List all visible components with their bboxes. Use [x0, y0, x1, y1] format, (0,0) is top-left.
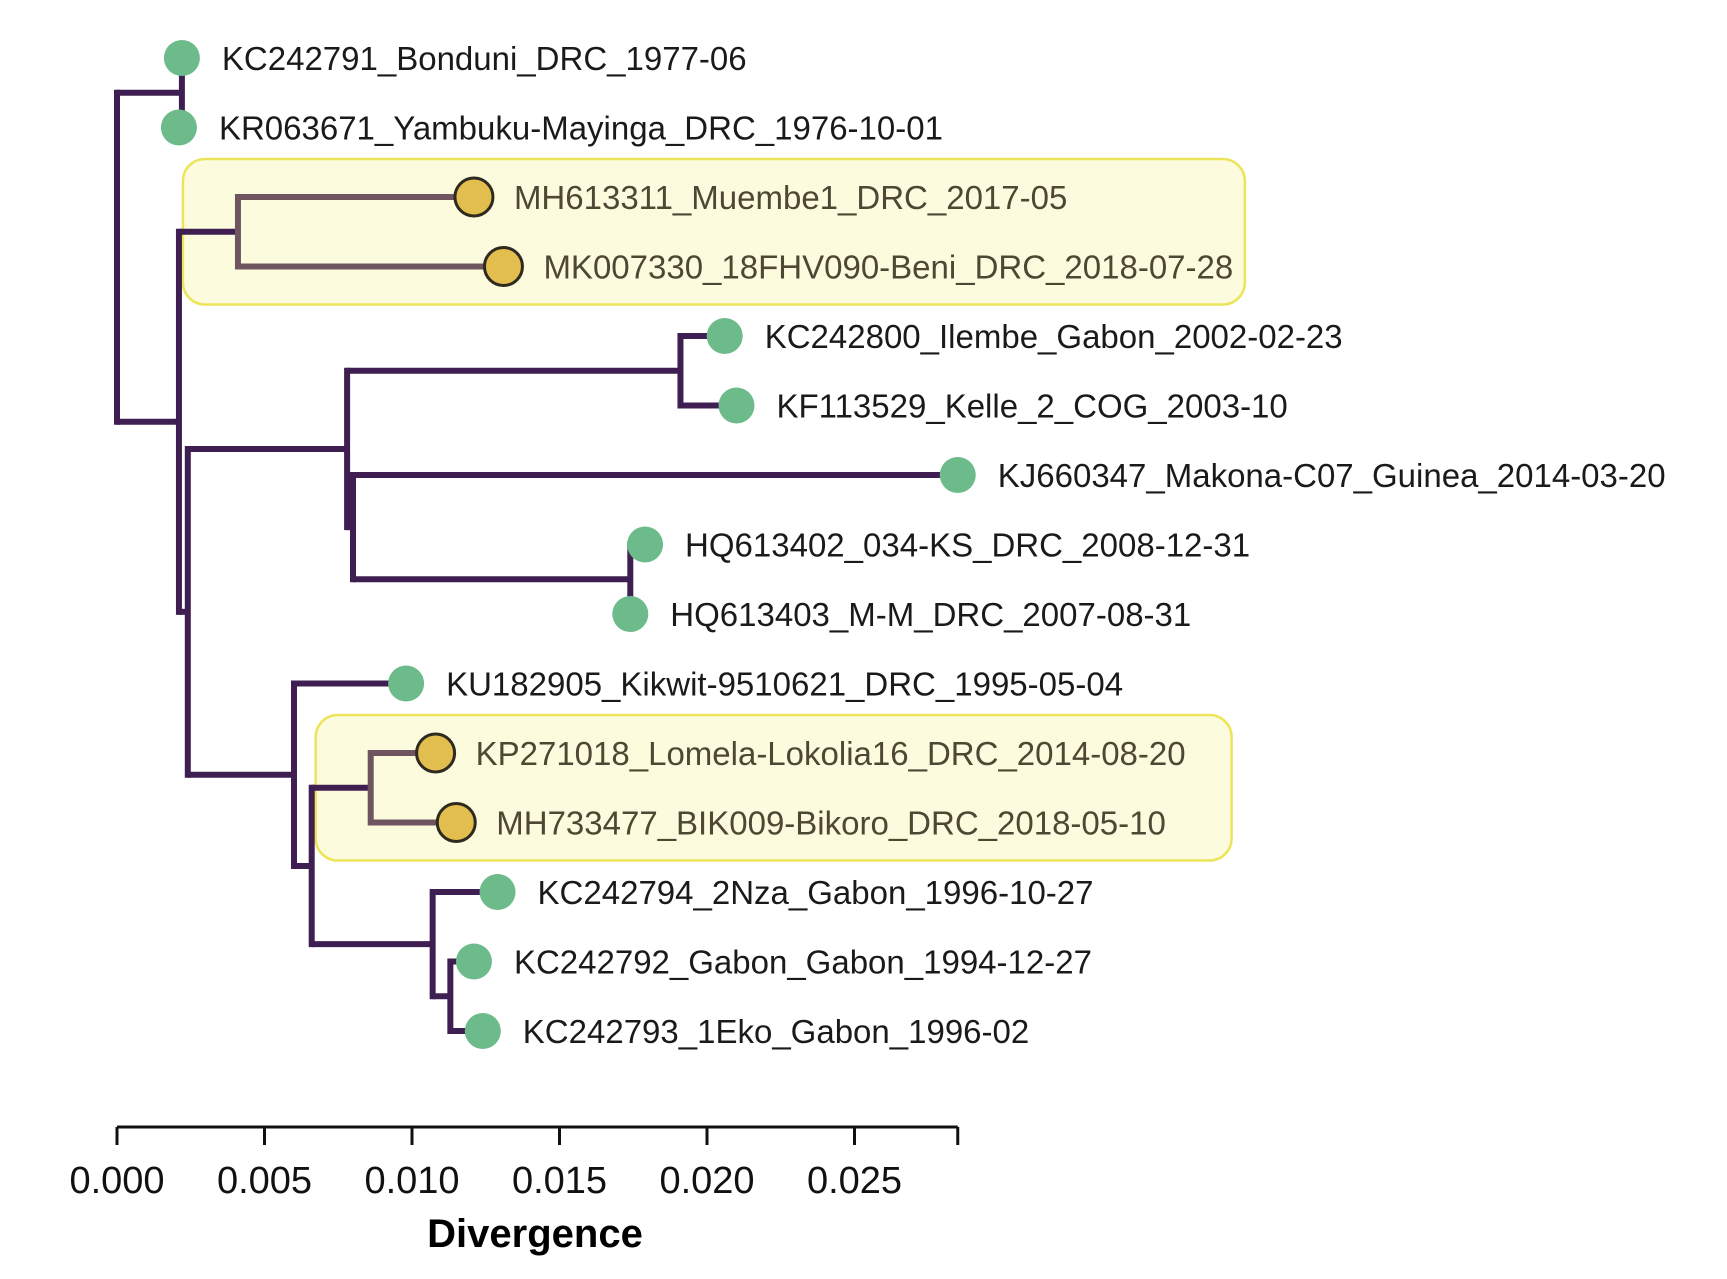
tip-label-t14: KC242793_1Eko_Gabon_1996-02: [523, 1013, 1029, 1050]
tip-marker-t0: [163, 40, 200, 76]
tip-label-t5: KF113529_Kelle_2_COG_2003-10: [777, 388, 1288, 425]
axis-tick-label-5: 0.025: [807, 1160, 902, 1202]
tip-marker-t5: [718, 387, 755, 424]
tip-layer: KC242791_Bonduni_DRC_1977-06 KR063671_Yam…: [160, 40, 1666, 1050]
tip-marker-t9: [388, 665, 425, 702]
tip-label-t1: KR063671_Yambuku-Mayinga_DRC_1976-10-01: [219, 110, 943, 147]
axis-tick-label-4: 0.020: [659, 1160, 754, 1202]
tip-marker-t8: [612, 596, 649, 632]
tip-label-t0: KC242791_Bonduni_DRC_1977-06: [222, 40, 747, 77]
tip-label-t8: HQ613403_M-M_DRC_2007-08-31: [670, 596, 1191, 633]
tip-marker-t11: [435, 802, 477, 843]
axis-tick-label-2: 0.010: [364, 1160, 459, 1202]
tip-label-t4: KC242800_Ilembe_Gabon_2002-02-23: [765, 318, 1343, 355]
tip-label-t6: KJ660347_Makona-C07_Guinea_2014-03-20: [998, 457, 1666, 494]
tip-marker-t2: [453, 176, 495, 218]
tip-marker-t14: [464, 1013, 501, 1049]
tip-marker-t7: [627, 526, 664, 563]
tip-marker-t12: [479, 874, 516, 910]
divergence-axis: Divergence 0.000 0.005 0.010 0.015 0.020 0.02…: [69, 1125, 960, 1256]
axis-tick-label-1: 0.005: [217, 1160, 312, 1202]
axis-tick-label-0: 0.000: [69, 1160, 164, 1202]
tip-marker-t13: [455, 943, 492, 980]
tip-label-t2: MH613311_Muembe1_DRC_2017-05: [514, 179, 1067, 216]
tip-marker-t10: [415, 732, 457, 774]
tip-label-t3: MK007330_18FHV090-Beni_DRC_2018-07-28: [543, 249, 1233, 286]
tip-label-t13: KC242792_Gabon_Gabon_1994-12-27: [514, 944, 1092, 981]
tip-label-t9: KU182905_Kikwit-9510621_DRC_1995-05-04: [446, 666, 1123, 703]
tip-marker-t6: [939, 457, 976, 493]
axis-title: Divergence: [427, 1212, 643, 1256]
tip-marker-t3: [482, 246, 524, 287]
tip-label-t7: HQ613402_034-KS_DRC_2008-12-31: [685, 527, 1250, 564]
tip-marker-t1: [160, 109, 197, 146]
tip-label-t11: MH733477_BIK009-Bikoro_DRC_2018-05-10: [496, 805, 1166, 842]
tip-label-t10: KP271018_Lomela-Lokolia16_DRC_2014-08-20: [476, 735, 1186, 772]
tip-label-t12: KC242794_2Nza_Gabon_1996-10-27: [538, 874, 1094, 911]
tip-marker-t4: [706, 318, 743, 354]
axis-tick-label-3: 0.015: [512, 1160, 607, 1202]
